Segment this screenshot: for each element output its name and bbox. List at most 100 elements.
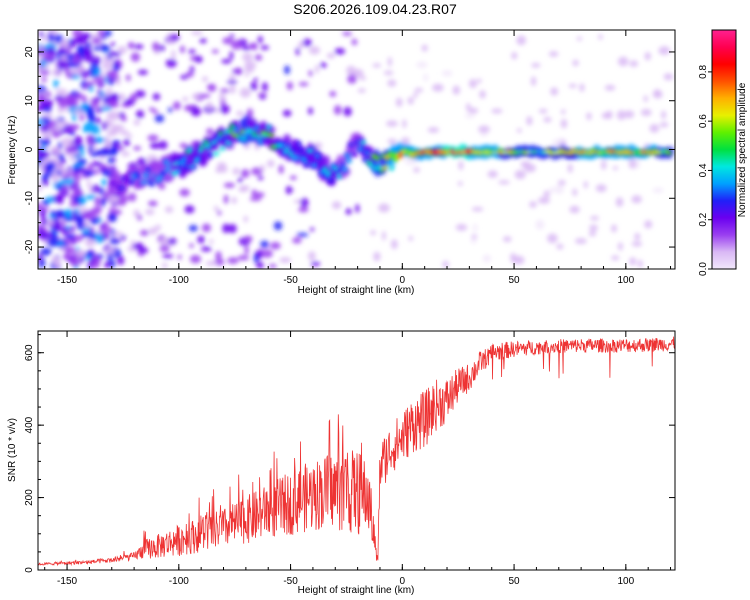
snr-frame — [37, 330, 676, 571]
heatmap-cell — [120, 130, 130, 136]
heatmap-cell — [94, 233, 104, 244]
spectrogram-x-tick-label: -50 — [283, 275, 298, 286]
heatmap-cell — [644, 220, 653, 229]
heatmap-cell — [257, 35, 263, 44]
heatmap-cell — [228, 74, 236, 81]
heatmap-cell — [473, 223, 478, 232]
heatmap-cell — [89, 218, 100, 225]
heatmap-cell — [86, 105, 95, 116]
heatmap-cell — [223, 129, 229, 135]
heatmap-cell — [470, 237, 477, 244]
heatmap-cell — [567, 163, 573, 173]
heatmap-cell — [116, 77, 121, 86]
heatmap-cell — [152, 93, 161, 101]
heatmap-cell — [589, 224, 598, 232]
heatmap-cell — [254, 145, 260, 151]
heatmap-cell — [98, 148, 110, 157]
heatmap-cell — [107, 157, 115, 164]
heatmap-cell — [307, 107, 314, 115]
heatmap-cell — [205, 260, 218, 266]
heatmap-cell — [455, 223, 468, 231]
heatmap-cell — [298, 206, 309, 213]
heatmap-cell — [94, 137, 106, 143]
heatmap-cell — [229, 123, 235, 129]
heatmap-cell — [88, 208, 99, 216]
heatmap-cell — [243, 215, 248, 223]
heatmap-cell — [218, 92, 226, 101]
heatmap-cell — [362, 157, 368, 163]
heatmap-cell — [125, 177, 131, 183]
heatmap-cell — [574, 238, 587, 245]
heatmap-cell — [71, 174, 82, 180]
heatmap-cell — [40, 124, 51, 133]
heatmap-cell — [380, 153, 386, 159]
heatmap-cell — [179, 142, 188, 149]
heatmap-cell — [172, 101, 181, 110]
heatmap-cell — [588, 231, 597, 237]
heatmap-cell — [60, 54, 67, 63]
heatmap-cell — [395, 97, 403, 107]
heatmap-cell — [234, 67, 243, 76]
heatmap-cell — [556, 243, 564, 250]
colorbar-gradient — [711, 29, 737, 270]
heatmap-cell — [548, 51, 559, 57]
heatmap-cell — [211, 49, 219, 54]
heatmap-cell — [191, 164, 197, 170]
heatmap-cell — [42, 132, 52, 139]
heatmap-cell — [282, 134, 291, 146]
heatmap-cell — [47, 46, 55, 55]
heatmap-cell — [154, 114, 165, 123]
heatmap-cell — [227, 257, 239, 264]
heatmap-cell — [237, 177, 243, 184]
heatmap-cell — [386, 152, 392, 158]
heatmap-cell — [207, 85, 217, 92]
heatmap-cell — [127, 41, 135, 50]
snr-y-tick-label: 200 — [24, 489, 35, 506]
heatmap-cell — [149, 142, 161, 150]
heatmap-cell — [290, 148, 296, 154]
snr-x-axis: -150 -100 -50 0 50 100 — [44, 331, 672, 587]
heatmap-cell — [568, 83, 577, 89]
heatmap-cell — [601, 160, 607, 170]
heatmap-cell — [50, 210, 55, 216]
colorbar-tick-label: 0.6 — [698, 114, 709, 128]
heatmap-cell — [572, 59, 579, 67]
heatmap-cell — [640, 108, 652, 117]
heatmap-cell — [296, 141, 302, 147]
heatmap-cell — [390, 239, 398, 250]
heatmap-cell — [408, 235, 414, 242]
heatmap-cell — [179, 161, 185, 167]
heatmap-cell — [302, 38, 312, 47]
heatmap-cell — [329, 91, 337, 97]
heatmap-cell — [136, 157, 147, 167]
heatmap-cell — [229, 84, 236, 94]
heatmap-cell — [482, 254, 492, 263]
heatmap-cell — [569, 205, 580, 214]
heatmap-cell — [107, 75, 112, 83]
heatmap-cell — [179, 188, 190, 197]
heatmap-cell — [101, 169, 111, 177]
colorbar-tick-label: 0.2 — [698, 212, 709, 226]
heatmap-cell — [120, 116, 127, 122]
heatmap-cell — [89, 128, 101, 135]
heatmap-cell — [223, 194, 229, 204]
heatmap-cell — [552, 139, 563, 146]
heatmap-cell — [182, 96, 189, 102]
heatmap-cell — [108, 165, 117, 170]
heatmap-cell — [560, 118, 568, 129]
heatmap-cell — [427, 127, 440, 133]
heatmap-cell — [152, 41, 159, 52]
heatmap-cell — [77, 48, 84, 53]
heatmap-cell — [530, 76, 537, 87]
heatmap-cell — [38, 224, 42, 229]
heatmap-cell — [543, 116, 552, 123]
heatmap-cell — [441, 70, 453, 77]
heatmap-cell — [478, 125, 490, 133]
heatmap-cell — [354, 140, 360, 146]
heatmap-cell — [85, 194, 96, 200]
heatmap-cell — [53, 124, 63, 133]
heatmap-cell — [631, 195, 642, 204]
heatmap-cell — [57, 98, 69, 108]
heatmap-cell — [135, 174, 141, 180]
